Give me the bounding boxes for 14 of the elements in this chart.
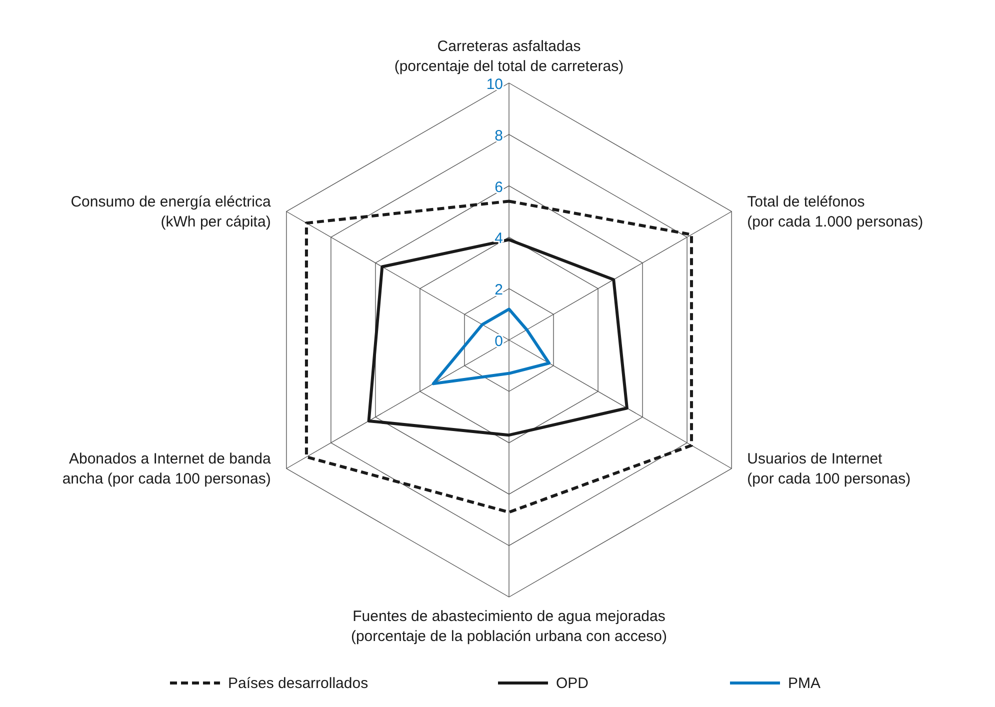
spoke-label: Fuentes de abastecimiento de agua mejoradas (porcentaje de la población urbana con acceso) (350, 608, 668, 645)
spoke-label: Carreteras asfaltadas (porcentaje del total de carreteras) (394, 38, 624, 75)
y-tick-label: 2 (494, 282, 503, 299)
y-tick-label: 8 (494, 127, 503, 144)
y-tick-label: 10 (486, 76, 503, 93)
y-tick-label: 0 (494, 333, 503, 350)
spoke-label: Usuarios de Internet (por cada 100 personas) (747, 450, 911, 488)
spoke-label: Consumo de energía eléctrica (kWh per cápita) (70, 194, 272, 230)
spoke-label: Total de teléfonos (por cada 1.000 personas) (747, 194, 924, 230)
legend-label: OPD (556, 675, 589, 692)
y-tick-label: 6 (494, 178, 503, 196)
spoke-label: Abonados a Internet de banda ancha (por cada 100 personas) (62, 450, 272, 488)
legend-label: PMA (788, 675, 821, 692)
legend-label: Países desarrollados (228, 675, 368, 692)
